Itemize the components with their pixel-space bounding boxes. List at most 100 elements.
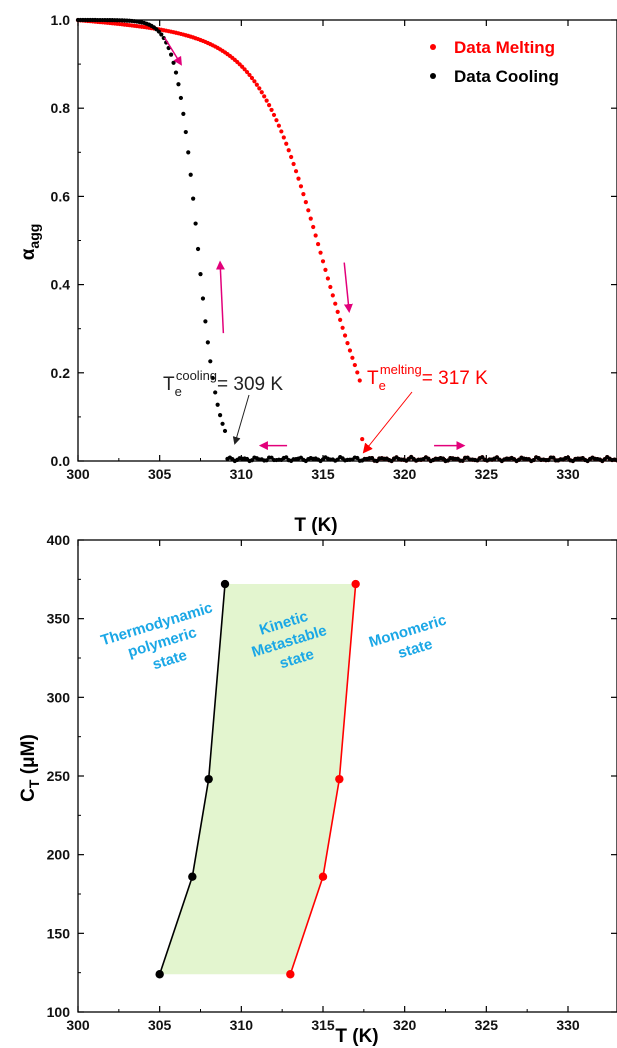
bottom-x-tick-label: 330 bbox=[556, 1017, 580, 1033]
melting-data-point bbox=[352, 362, 357, 368]
legend-cooling-marker bbox=[430, 73, 436, 79]
cooling-data-point bbox=[213, 390, 218, 395]
melting-data-point bbox=[269, 107, 274, 113]
cooling-data-point bbox=[222, 428, 228, 434]
legend: Data Melting Data Cooling bbox=[430, 38, 559, 86]
phase-boundary-lines bbox=[155, 579, 360, 979]
melting-data-point bbox=[242, 67, 247, 72]
melting-data-point bbox=[271, 112, 277, 118]
bottom-y-tick-label: 150 bbox=[47, 925, 71, 941]
bottom-y-axis-unit: (μM) bbox=[18, 734, 39, 779]
melting-data-point bbox=[311, 224, 316, 230]
melting-data-point bbox=[318, 250, 323, 255]
top-y-axis-subscript: agg bbox=[26, 224, 42, 249]
bottom-frame-and-ticks: 300 305 310 315 320 325 330 100 150 200 250 300 350 4… bbox=[47, 532, 617, 1033]
bottom-y-tick-label: 100 bbox=[47, 1004, 71, 1020]
melting-data-point bbox=[360, 436, 365, 442]
melting-data-point bbox=[252, 79, 257, 84]
melting-data-point bbox=[328, 284, 333, 290]
melting-data-point bbox=[342, 333, 348, 338]
bottom-y-axis-subscript: T bbox=[26, 779, 42, 788]
cooling-data-point bbox=[171, 60, 176, 65]
top-y-tick-label: 0.8 bbox=[51, 100, 71, 116]
cooling-data-point bbox=[531, 457, 536, 463]
melting-data-point bbox=[313, 233, 318, 238]
melting-data-point bbox=[286, 148, 291, 153]
melting-data-point bbox=[338, 317, 343, 323]
cooling-annotation: Tecooling= 309 K bbox=[163, 368, 283, 445]
cooling-annotation-label: Tecooling= 309 K bbox=[163, 368, 283, 399]
melting-annotation-sub: e bbox=[379, 378, 386, 393]
cooling-data-point bbox=[186, 150, 191, 155]
melting-data-point bbox=[333, 301, 338, 306]
metastable-fill bbox=[159, 584, 356, 975]
melting-data-point bbox=[345, 341, 350, 346]
melting-data-point bbox=[284, 141, 289, 146]
top-x-axis-title: T (K) bbox=[294, 515, 337, 536]
melting-annotation-base: T bbox=[367, 368, 379, 389]
direction-arrow bbox=[215, 260, 225, 334]
top-x-tick-label: 320 bbox=[393, 466, 417, 482]
melting-data-point bbox=[306, 208, 311, 213]
cooling-data-point bbox=[188, 172, 193, 177]
metastable-region-fill bbox=[159, 584, 356, 975]
melting-data-point bbox=[325, 276, 330, 281]
cooling-data-point bbox=[176, 82, 181, 87]
legend-melting-label: Data Melting bbox=[454, 38, 555, 57]
bottom-x-tick-label: 305 bbox=[148, 1017, 172, 1033]
direction-arrow bbox=[163, 37, 182, 66]
top-plot-frame bbox=[77, 19, 617, 462]
cooling-boundary-line bbox=[158, 583, 226, 975]
bottom-y-tick-label: 400 bbox=[47, 532, 71, 548]
cooling-data-point bbox=[460, 458, 465, 463]
bottom-y-axis-title: CT (μM) bbox=[18, 734, 42, 802]
melting-annotation-sup: melting bbox=[380, 362, 422, 377]
region-label-monomeric: Monomeric state bbox=[367, 610, 458, 669]
bottom-x-tick-label: 320 bbox=[393, 1017, 417, 1033]
direction-arrow bbox=[343, 262, 353, 314]
melting-data-point bbox=[262, 94, 267, 99]
cooling-data-point bbox=[181, 111, 186, 116]
melting-annotation-label: Temelting= 317 K bbox=[367, 362, 488, 393]
phase-diagram-chart: 300 305 310 315 320 325 330 100 150 200 250 300 350 4… bbox=[18, 532, 617, 1047]
cooling-data-point bbox=[195, 246, 201, 252]
melting-data-point bbox=[249, 75, 255, 81]
cooling-data-point bbox=[183, 129, 188, 135]
top-y-axis-symbol: α bbox=[18, 248, 39, 260]
melting-data-point bbox=[289, 154, 294, 160]
cooling-boundary-point bbox=[155, 970, 164, 979]
bottom-x-axis-title: T (K) bbox=[335, 1026, 378, 1047]
melting-boundary-point bbox=[286, 970, 295, 979]
top-y-tick-label: 0.4 bbox=[51, 277, 71, 293]
top-y-tick-label: 0.6 bbox=[51, 188, 71, 204]
melting-data-point bbox=[355, 370, 360, 375]
cooling-boundary-point bbox=[220, 579, 230, 589]
cooling-data-point bbox=[565, 455, 571, 460]
legend-cooling-label: Data Cooling bbox=[454, 67, 559, 86]
cooling-data-point bbox=[203, 319, 208, 324]
cooling-data-point bbox=[169, 52, 174, 57]
cooling-annotation-sup: cooling bbox=[176, 368, 217, 383]
cooling-data-point bbox=[200, 296, 206, 301]
melting-annotation: Temelting= 317 K bbox=[362, 362, 488, 454]
top-x-tick-label: 310 bbox=[230, 466, 254, 482]
cooling-data-point bbox=[178, 95, 183, 101]
bottom-y-tick-label: 300 bbox=[47, 689, 71, 705]
melting-data-point bbox=[347, 348, 353, 353]
melting-data-point bbox=[244, 69, 250, 75]
melting-data-point bbox=[276, 123, 281, 128]
cooling-data-point bbox=[193, 221, 198, 226]
melting-annotation-value: = 317 K bbox=[422, 368, 488, 389]
melting-boundary-line bbox=[289, 583, 357, 975]
bottom-y-tick-label: 250 bbox=[47, 768, 71, 784]
cooling-data-point bbox=[264, 458, 269, 463]
melting-data-point bbox=[308, 216, 313, 221]
top-x-tick-label: 325 bbox=[475, 466, 499, 482]
cooling-annotation-arrow bbox=[232, 394, 250, 445]
bottom-x-tick-label: 310 bbox=[230, 1017, 254, 1033]
melting-data-point bbox=[298, 184, 304, 189]
legend-melting-marker bbox=[430, 44, 436, 50]
cooling-annotation-sub: e bbox=[175, 384, 182, 399]
cooling-data-point bbox=[156, 29, 161, 34]
top-y-axis-title: αagg bbox=[18, 224, 42, 261]
